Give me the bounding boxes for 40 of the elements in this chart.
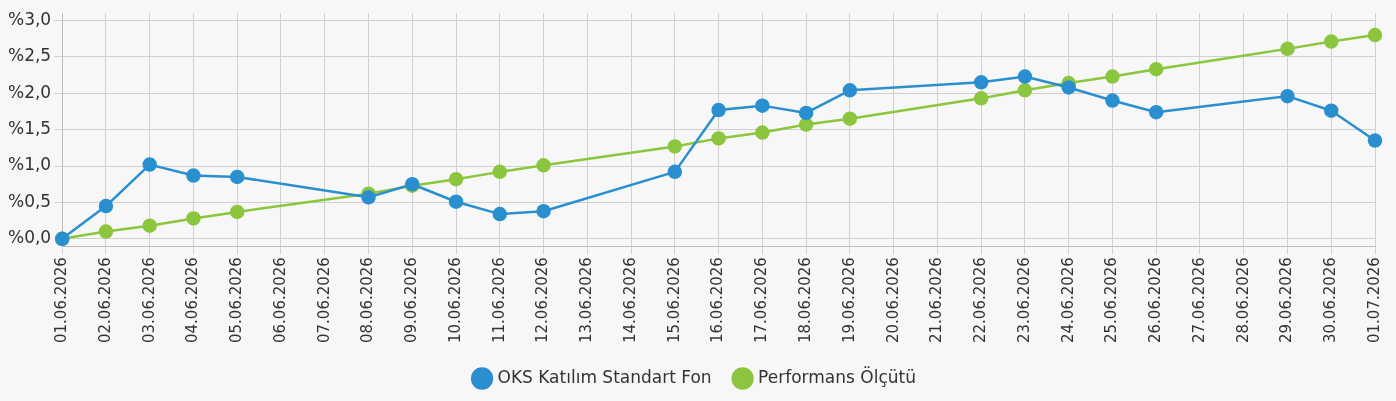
- y-tick-label: %0,0: [7, 227, 52, 248]
- y-tick-label: %2,5: [7, 45, 52, 66]
- x-tick-label: 12.06.2026: [533, 257, 552, 344]
- x-tick-label: 26.06.2026: [1146, 257, 1165, 344]
- x-tick-label: 24.06.2026: [1058, 257, 1077, 344]
- y-tick-label: %1,0: [7, 154, 52, 175]
- x-tick-label: 10.06.2026: [445, 257, 464, 344]
- x-tick-label: 25.06.2026: [1102, 257, 1121, 344]
- x-tick-label: 30.06.2026: [1321, 257, 1340, 344]
- x-tick-label: 05.06.2026: [227, 257, 246, 344]
- x-tick-label: 14.06.2026: [620, 257, 639, 344]
- y-tick-label: %2,0: [7, 81, 52, 102]
- x-tick-label: 27.06.2026: [1189, 257, 1208, 344]
- y-tick-label: %1,5: [7, 118, 52, 139]
- x-tick-label: 13.06.2026: [577, 257, 596, 344]
- x-tick-label: 20.06.2026: [883, 257, 902, 344]
- x-tick-label: 01.07.2026: [1364, 257, 1383, 344]
- x-tick-label: 04.06.2026: [183, 257, 202, 344]
- x-tick-label: 18.06.2026: [796, 257, 815, 344]
- x-tick-label: 16.06.2026: [708, 257, 727, 344]
- x-tick-label: 23.06.2026: [1014, 257, 1033, 344]
- x-tick-label: 02.06.2026: [95, 257, 114, 344]
- x-tick-label: 15.06.2026: [664, 257, 683, 344]
- x-tick-label: 22.06.2026: [971, 257, 990, 344]
- y-tick-label: %0,5: [7, 190, 52, 211]
- x-tick-label: 06.06.2026: [270, 257, 289, 344]
- x-tick-label: 17.06.2026: [752, 257, 771, 344]
- x-tick-label: 09.06.2026: [402, 257, 421, 344]
- x-tick-label: 21.06.2026: [927, 257, 946, 344]
- x-tick-label: 08.06.2026: [358, 257, 377, 344]
- legend-label: OKS Katılım Standart Fon: [497, 366, 712, 387]
- x-tick-label: 28.06.2026: [1233, 257, 1252, 344]
- x-tick-label: 01.06.2026: [52, 257, 71, 344]
- x-tick-label: 07.06.2026: [314, 257, 333, 344]
- x-tick-label: 19.06.2026: [839, 257, 858, 344]
- x-tick-label: 29.06.2026: [1277, 257, 1296, 344]
- x-tick-label: 03.06.2026: [139, 257, 158, 344]
- x-tick-label: 11.06.2026: [489, 257, 508, 344]
- legend-label: Performans Ölçütü: [758, 365, 916, 387]
- y-tick-label: %3,0: [7, 8, 52, 29]
